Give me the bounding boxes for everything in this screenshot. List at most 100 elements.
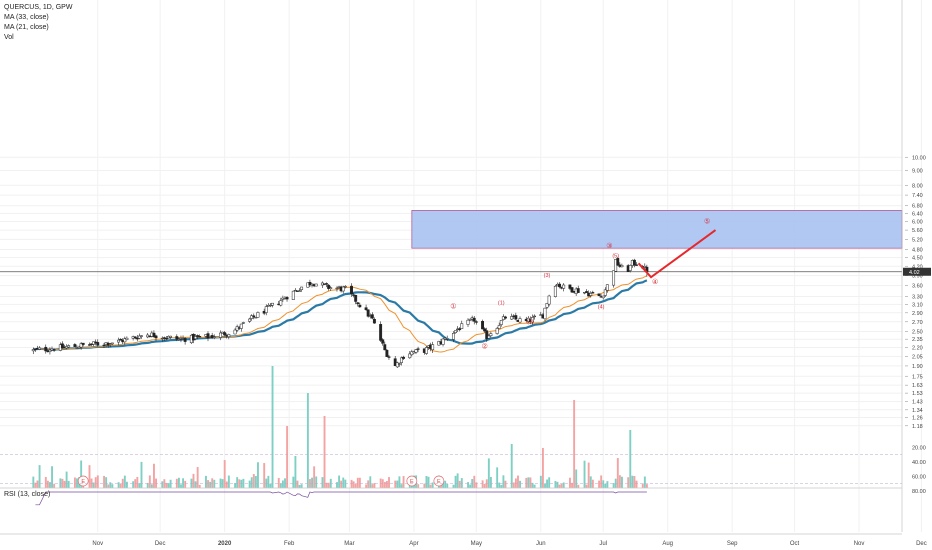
candle-body <box>102 344 106 347</box>
candle-body <box>194 336 197 340</box>
candle-body <box>431 344 435 351</box>
volume-bar <box>138 483 141 488</box>
candle-body <box>451 333 455 340</box>
volume-bar <box>198 484 201 488</box>
candle-body <box>445 338 449 340</box>
candle-body <box>325 283 329 285</box>
volume-bar <box>336 482 338 488</box>
volume-bar <box>194 481 197 488</box>
candle-body <box>458 328 462 331</box>
volume-bar <box>585 484 588 488</box>
volume-bar <box>140 461 143 488</box>
volume-bar <box>146 482 149 488</box>
volume-bar <box>284 478 286 488</box>
volume-bar <box>371 484 374 488</box>
candle-body <box>481 320 485 330</box>
volume-bar <box>469 484 472 488</box>
volume-bar <box>117 482 120 488</box>
price-tick-label: 3.60 <box>912 284 923 290</box>
candle-body <box>402 356 405 359</box>
projection-line <box>637 229 717 279</box>
volume-bar <box>541 448 544 488</box>
volume-bar <box>32 476 35 488</box>
volume-bar <box>92 482 95 488</box>
candle-body <box>335 287 339 290</box>
volume-bar <box>155 478 157 488</box>
candle-body <box>454 330 457 333</box>
time-tick-label: Aug <box>662 541 673 547</box>
volume-bar <box>306 393 309 488</box>
legend-rsi[interactable]: RSI (13, close) <box>4 491 51 498</box>
volume-bar <box>67 480 70 488</box>
volume-bar <box>123 475 126 488</box>
volume-bar <box>281 480 284 488</box>
volume-bar <box>286 426 289 488</box>
volume-bar <box>236 477 239 488</box>
volume-bar <box>373 483 376 488</box>
price-tick-label: 2.90 <box>912 311 923 317</box>
price-tick-label: 1.75 <box>912 374 923 380</box>
candle-body <box>397 363 401 365</box>
volume-bar <box>575 469 578 488</box>
volume-bar <box>621 476 623 488</box>
volume-bar <box>562 482 565 488</box>
candle-body <box>133 336 137 339</box>
volume-bar <box>338 475 341 488</box>
price-tick-label: 2.35 <box>912 337 923 343</box>
candle-body <box>308 282 312 286</box>
volume-bar <box>544 483 546 488</box>
volume-bar <box>556 481 559 488</box>
candle-body <box>291 290 295 300</box>
candle-body <box>298 290 301 292</box>
candle-body <box>408 353 412 359</box>
candle-body <box>285 297 289 300</box>
price-tick-label: 5.20 <box>912 237 923 243</box>
volume-bar <box>105 477 108 488</box>
volume-bar <box>400 484 403 488</box>
volume-bar <box>250 477 253 488</box>
candle-body <box>48 349 52 352</box>
volume-bar <box>558 484 561 488</box>
volume-bar <box>539 475 542 488</box>
volume-bar <box>583 460 586 488</box>
volume-bar <box>311 477 313 488</box>
candle-body <box>44 346 48 352</box>
volume-bar <box>252 474 255 488</box>
candle-body <box>354 294 358 302</box>
candle-body <box>175 336 179 340</box>
earnings-marker-label: E <box>410 479 414 485</box>
candle-body <box>183 338 187 342</box>
candle-body <box>268 304 272 307</box>
time-tick-label: Dec <box>155 541 166 547</box>
candle-body <box>81 342 85 345</box>
volume-bar <box>238 479 241 488</box>
candle-body <box>533 315 537 318</box>
candle-body <box>67 345 71 348</box>
volume-bar <box>80 460 83 488</box>
candle-body <box>73 344 77 347</box>
volume-bar <box>604 483 607 488</box>
price-tick-label: 10.00 <box>912 155 926 161</box>
volume-bar <box>196 467 199 488</box>
candle-body <box>356 302 360 305</box>
price-tick-label: 4.50 <box>912 256 923 262</box>
volume-bar <box>446 483 449 488</box>
volume-bar <box>265 478 268 488</box>
volume-bar <box>211 478 214 488</box>
price-tick-label: 2.20 <box>912 346 923 352</box>
wave-label: ② <box>481 344 487 351</box>
candle-body <box>135 337 139 340</box>
wave-label: ⑤ <box>704 218 710 226</box>
candle-body <box>616 258 620 266</box>
price-tick-label: 4.20 <box>912 264 923 270</box>
candle-body <box>472 317 476 322</box>
candle-body <box>547 295 551 305</box>
earnings-marker <box>406 475 418 487</box>
candle-body <box>387 356 391 358</box>
time-tick-label: Nov <box>92 541 103 547</box>
volume-bar <box>635 480 638 488</box>
volume-bar <box>65 471 68 488</box>
price-tick-label: 8.00 <box>912 183 923 189</box>
volume-bar <box>207 480 209 488</box>
